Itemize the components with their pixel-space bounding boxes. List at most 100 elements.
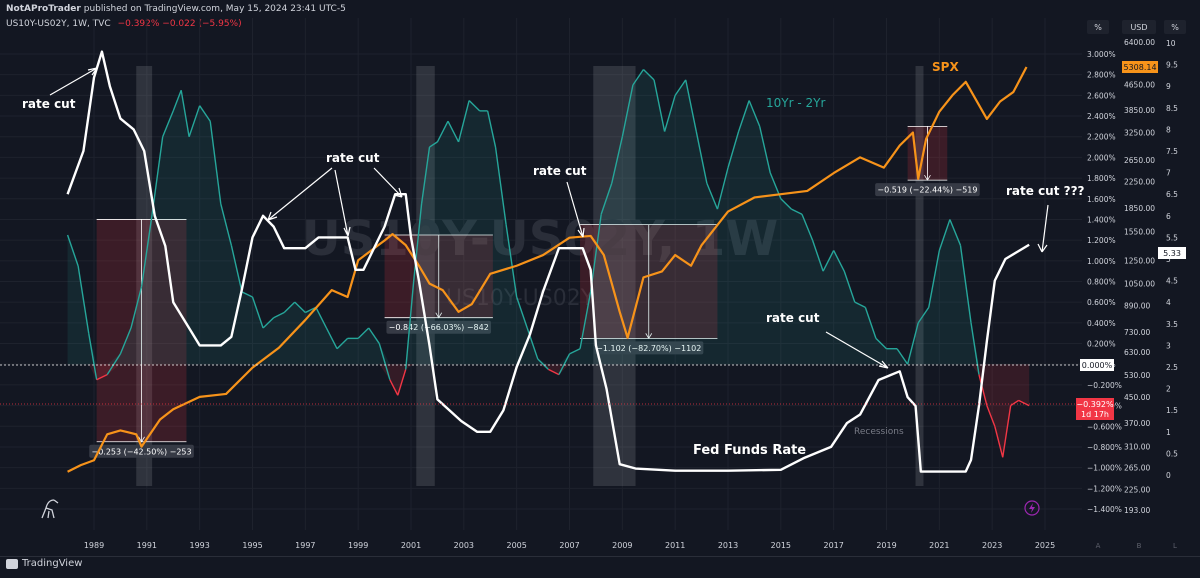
footer-bar (0, 556, 1200, 578)
ffr-tick-11: 4.5 (1166, 277, 1178, 286)
rate-cut-label-3: rate cut (533, 164, 587, 178)
usd-tick-9: 1050.00 (1124, 280, 1155, 289)
scale-button-a: A (1096, 542, 1101, 550)
ffr-tick-20: 0 (1166, 471, 1171, 480)
ffr-tick-13: 3.5 (1166, 320, 1178, 329)
measure-label-0: −0.253 (−42.50%) −253 (91, 447, 191, 456)
usd-tick-18: 225.00 (1124, 485, 1150, 494)
spread-countdown: 1d 17h (1081, 410, 1109, 419)
ffr-tick-18: 1 (1166, 428, 1171, 437)
rate-cut-question: rate cut ??? (1006, 184, 1085, 198)
rate-cut-label-2: rate cut (326, 151, 380, 165)
x-tick-18: 2025 (1035, 541, 1055, 550)
x-tick-8: 2005 (506, 541, 526, 550)
pct-tick-19: −0.800% (1087, 443, 1122, 452)
usd-tick-19: 193.00 (1124, 506, 1150, 515)
pct-tick-5: 2.000% (1087, 153, 1116, 162)
arrow-1 (50, 68, 97, 95)
x-tick-11: 2011 (665, 541, 685, 550)
spread-last-tag: −0.392% (1076, 400, 1114, 409)
pct-tick-7: 1.600% (1087, 195, 1116, 204)
pct-tick-1: 2.800% (1087, 71, 1116, 80)
x-tick-5: 1999 (348, 541, 368, 550)
pct-tick-8: 1.400% (1087, 215, 1116, 224)
ffr-tick-12: 4 (1166, 298, 1171, 307)
x-tick-4: 1997 (295, 541, 315, 550)
x-tick-14: 2017 (823, 541, 843, 550)
zero-tag: 0.000% (1082, 361, 1113, 370)
measure-label-3: −0.519 (−22.44%) −519 (877, 186, 977, 195)
x-tick-2: 1993 (189, 541, 209, 550)
pct-unit: % (1094, 23, 1102, 32)
ffr-tick-9: 5.5 (1166, 233, 1178, 242)
usd-tick-8: 1250.00 (1124, 256, 1155, 265)
usd-tick-7: 1550.00 (1124, 228, 1155, 237)
ffr-tick-16: 2 (1166, 385, 1171, 394)
ffr-tick-4: 8 (1166, 125, 1171, 134)
pct-tick-2: 2.600% (1087, 91, 1116, 100)
spx-label: SPX (932, 60, 959, 74)
ffr-last-tag: 5.33 (1163, 249, 1181, 258)
tradingview-logo: TradingView (6, 558, 82, 569)
ffr-tick-0: 10 (1166, 39, 1176, 48)
scale-button-b: B (1137, 542, 1142, 550)
pct-tick-9: 1.200% (1087, 236, 1116, 245)
axis-unit-headers: % USD % (1087, 20, 1186, 34)
arrow-2c (374, 168, 402, 197)
chart-canvas[interactable]: US10Y-US02Y, 1W US10Y-US02Y −0.253 (−42.… (0, 0, 1200, 556)
usd-tick-14: 450.00 (1124, 393, 1150, 402)
x-tick-9: 2007 (559, 541, 579, 550)
pct-tick-0: 3.000% (1087, 50, 1116, 59)
x-tick-16: 2021 (929, 541, 949, 550)
usd-tick-0: 6400.00 (1124, 38, 1155, 47)
pct-tick-6: 1.800% (1087, 174, 1116, 183)
spx-last-tag: 5308.14 (1123, 63, 1156, 72)
x-tick-12: 2013 (718, 541, 738, 550)
tradingview-brand: TradingView (22, 558, 82, 569)
fed-funds-label: Fed Funds Rate (693, 443, 806, 458)
recessions-label: Recessions (854, 427, 904, 437)
usd-tick-6: 1850.00 (1124, 204, 1155, 213)
ffr-tick-19: 0.5 (1166, 449, 1178, 458)
scale-button-l: L (1173, 542, 1177, 550)
ffr-tick-7: 6.5 (1166, 190, 1178, 199)
x-tick-6: 2001 (401, 541, 421, 550)
pct-tick-11: 0.800% (1087, 278, 1116, 287)
pct-tick-13: 0.400% (1087, 319, 1116, 328)
ffr-tick-14: 3 (1166, 341, 1171, 350)
usd-tick-4: 2650.00 (1124, 156, 1155, 165)
x-tick-13: 2015 (771, 541, 791, 550)
rate-cut-label-4: rate cut (766, 311, 820, 325)
pct-tick-14: 0.200% (1087, 340, 1116, 349)
pct-tick-10: 1.000% (1087, 257, 1116, 266)
pct-tick-3: 2.400% (1087, 112, 1116, 121)
pct-tick-20: −1.000% (1087, 464, 1122, 473)
x-tick-0: 1989 (84, 541, 104, 550)
x-tick-10: 2009 (612, 541, 632, 550)
tradingview-icon (6, 559, 18, 569)
usd-tick-2: 3850.00 (1124, 106, 1155, 115)
x-tick-17: 2023 (982, 541, 1002, 550)
pct-tick-18: −0.600% (1087, 422, 1122, 431)
usd-tick-11: 730.00 (1124, 328, 1150, 337)
ffr-tick-2: 9 (1166, 82, 1171, 91)
x-tick-7: 2003 (454, 541, 474, 550)
usd-tick-16: 310.00 (1124, 443, 1150, 452)
usd-tick-5: 2250.00 (1124, 178, 1155, 187)
ffr-tick-1: 9.5 (1166, 61, 1178, 70)
pct-tick-21: −1.200% (1087, 484, 1122, 493)
x-tick-3: 1995 (242, 541, 262, 550)
pct-tick-4: 2.200% (1087, 133, 1116, 142)
pct-unit-2: % (1171, 23, 1179, 32)
usd-tick-12: 630.00 (1124, 348, 1150, 357)
spread-label: 10Yr - 2Yr (766, 96, 825, 110)
usd-tick-1: 4650.00 (1124, 81, 1155, 90)
usd-tick-3: 3250.00 (1124, 129, 1155, 138)
ffr-tick-15: 2.5 (1166, 363, 1178, 372)
usd-tick-15: 370.00 (1124, 419, 1150, 428)
lightning-icon[interactable] (1025, 501, 1039, 515)
x-tick-1: 1991 (137, 541, 157, 550)
ffr-tick-6: 7 (1166, 169, 1171, 178)
usd-tick-13: 530.00 (1124, 371, 1150, 380)
usd-tick-10: 890.00 (1124, 302, 1150, 311)
